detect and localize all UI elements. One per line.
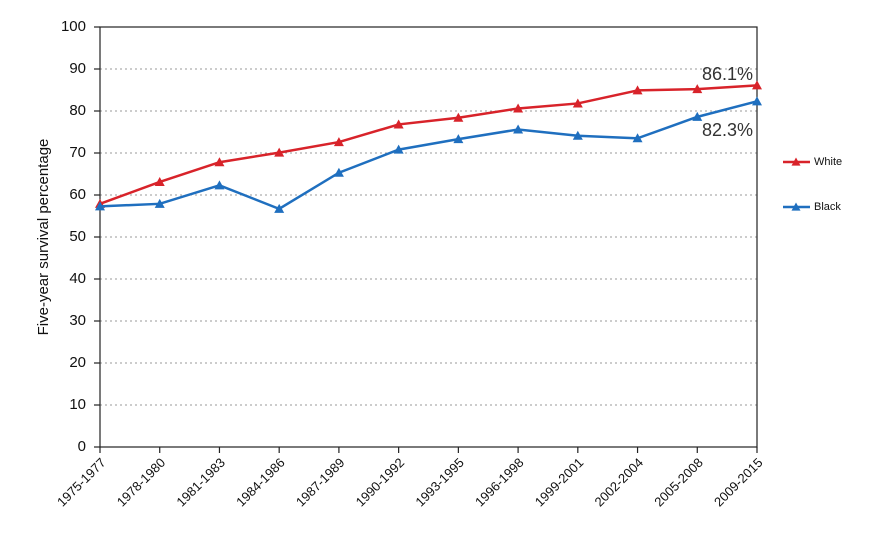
marker [752, 96, 762, 106]
marker [154, 198, 165, 208]
x-tick-label: 2002-2004 [592, 455, 647, 510]
series-line [99, 100, 758, 211]
marker [692, 111, 703, 121]
x-tick-label: 1987-1989 [293, 455, 348, 510]
x-tick-label: 1990-1992 [353, 455, 408, 510]
x-tick-label: 2005-2008 [651, 455, 706, 510]
legend-marker [791, 202, 801, 211]
marker [453, 112, 464, 122]
x-tick-label: 1996-1998 [472, 455, 527, 510]
y-axis-label: Five-year survival percentage [35, 139, 52, 336]
x-tick-label: 2009-2015 [711, 455, 766, 510]
legend-label: Black [814, 201, 841, 213]
y-tick-label: 70 [69, 144, 86, 161]
x-tick-label: 1999-2001 [532, 455, 587, 510]
marker [572, 130, 583, 140]
marker [274, 203, 285, 213]
legend-label: White [814, 156, 842, 168]
x-tick-label: 1993-1995 [412, 455, 467, 510]
y-tick-label: 40 [69, 270, 86, 287]
x-tick-label: 1981-1983 [173, 455, 228, 510]
y-tick-label: 10 [69, 396, 86, 413]
marker [333, 137, 344, 147]
y-tick-label: 90 [69, 60, 86, 77]
marker [274, 147, 285, 157]
marker [513, 103, 524, 113]
y-tick-label: 60 [69, 186, 86, 203]
y-tick-label: 50 [69, 228, 86, 245]
marker [214, 157, 225, 167]
y-tick-label: 100 [61, 18, 86, 35]
marker [154, 176, 165, 186]
marker [393, 144, 404, 154]
y-tick-label: 0 [78, 438, 86, 455]
marker [632, 85, 643, 95]
marker [752, 80, 762, 90]
y-tick-label: 80 [69, 102, 86, 119]
x-tick-label: 1978-1980 [114, 455, 169, 510]
series-line [99, 84, 758, 205]
x-tick-label: 1984-1986 [233, 455, 288, 510]
marker [453, 134, 464, 144]
marker [214, 180, 225, 190]
data-label: 82.3% [702, 120, 753, 140]
marker [632, 133, 643, 143]
plot-frame [99, 26, 758, 448]
marker [95, 201, 105, 211]
data-label: 86.1% [702, 64, 753, 84]
x-tick-label: 1975-1977 [54, 455, 109, 510]
legend-marker [791, 157, 801, 166]
marker [572, 98, 583, 108]
marker [692, 84, 703, 94]
marker [513, 124, 524, 134]
marker [393, 119, 404, 129]
y-tick-label: 30 [69, 312, 86, 329]
y-tick-label: 20 [69, 354, 86, 371]
marker [333, 167, 344, 177]
